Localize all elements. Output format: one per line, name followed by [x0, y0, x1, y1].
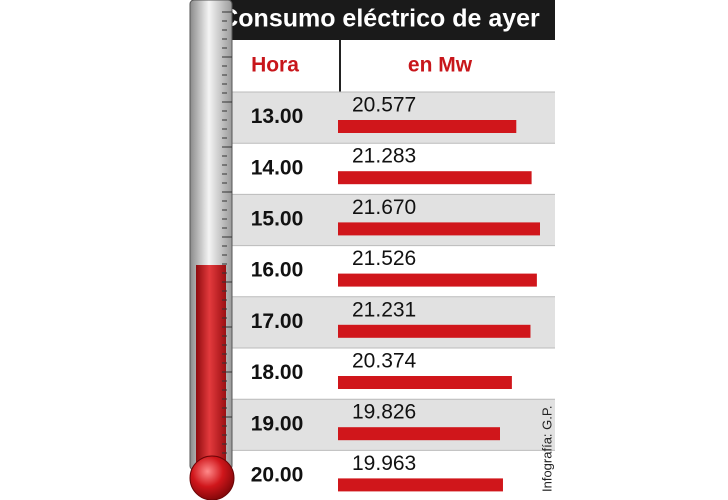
rows: 13.00 20.577 14.00 21.283 15.00 21.670 16.00 21… [232, 91, 555, 500]
row-background [232, 92, 555, 144]
category-label: 14.00 [251, 156, 304, 179]
category-header: Hora [251, 54, 299, 77]
thermometer [189, 0, 235, 500]
row-background [232, 143, 555, 195]
value-label: 21.231 [352, 298, 416, 321]
row-background [232, 348, 555, 400]
title-band [200, 0, 555, 40]
bar [338, 273, 537, 287]
category-label: 19.00 [251, 412, 304, 435]
row-background [232, 296, 555, 348]
value-label: 19.963 [352, 452, 416, 475]
category-label: 17.00 [251, 310, 304, 333]
bar [338, 478, 503, 492]
chart-title: Consumo eléctrico de ayer [220, 5, 540, 33]
value-label: 21.670 [352, 196, 416, 219]
bar [338, 171, 532, 185]
value-label: 21.526 [352, 247, 416, 270]
bar [338, 120, 517, 133]
category-label: 16.00 [251, 259, 304, 282]
row-background [232, 194, 555, 246]
value-label: 20.577 [352, 94, 416, 117]
bar [338, 324, 531, 338]
value-label: 19.826 [352, 401, 416, 424]
row-background [232, 450, 555, 500]
row-background [232, 245, 555, 297]
value-label: 20.374 [352, 350, 417, 373]
bar [338, 376, 512, 389]
value-label: 21.283 [352, 145, 416, 168]
thermometer-mercury [196, 265, 226, 470]
bar [338, 222, 540, 236]
value-header: en Mw [408, 54, 473, 77]
thermometer-bulb [189, 455, 235, 500]
category-label: 15.00 [251, 208, 304, 231]
row-background [232, 399, 555, 451]
credit: Infografía: G.P. [539, 406, 554, 492]
category-label: 20.00 [251, 464, 304, 487]
bar [338, 427, 500, 441]
category-label: 13.00 [251, 105, 304, 128]
category-label: 18.00 [251, 361, 304, 384]
